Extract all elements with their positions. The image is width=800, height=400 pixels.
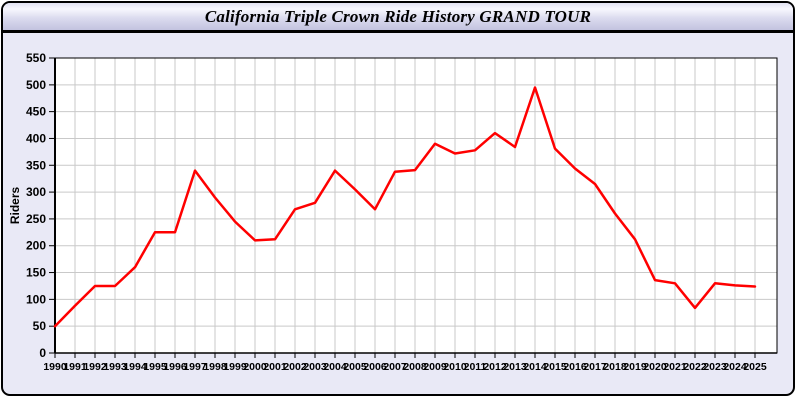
x-tick-label: 2018 <box>603 361 627 373</box>
tick-marks <box>49 57 756 358</box>
x-tick-label: 2019 <box>623 361 647 373</box>
x-tick-label: 2008 <box>403 361 427 373</box>
x-tick-label: 2009 <box>423 361 447 373</box>
x-tick-label: 2023 <box>703 361 727 373</box>
x-tick-label: 2000 <box>243 361 267 373</box>
x-tick-label: 1998 <box>203 361 227 373</box>
x-tick-label: 2007 <box>383 361 407 373</box>
x-tick-label: 2012 <box>483 361 507 373</box>
x-tick-label: 2025 <box>743 361 767 373</box>
x-tick-label: 1994 <box>123 361 147 373</box>
x-tick-label: 2022 <box>683 361 707 373</box>
y-tick-label: 100 <box>26 292 46 306</box>
x-tick-label: 2021 <box>663 361 687 373</box>
x-tick-label: 1995 <box>143 361 167 373</box>
y-tick-label: 200 <box>26 239 46 253</box>
x-tick-label: 2015 <box>543 361 567 373</box>
x-tick-label: 2004 <box>323 361 347 373</box>
ride-history-line <box>53 86 757 328</box>
x-tick-label: 1996 <box>163 361 187 373</box>
x-tick-label: 1993 <box>103 361 127 373</box>
title-bar: California Triple Crown Ride History GRA… <box>3 3 793 33</box>
plot-area <box>55 58 777 353</box>
x-tick-label: 1991 <box>63 361 87 373</box>
y-tick-label: 350 <box>26 158 46 172</box>
x-tick-label: 2010 <box>443 361 467 373</box>
x-tick-label: 2002 <box>283 361 307 373</box>
x-tick-label: 2013 <box>503 361 527 373</box>
y-tick-label: 150 <box>26 266 46 280</box>
y-tick-label: 550 <box>26 51 46 65</box>
y-tick-label: 0 <box>39 346 46 360</box>
x-axis-labels: 1990199119921993199419951996199719981999… <box>43 361 767 373</box>
y-tick-label: 500 <box>26 78 46 92</box>
y-tick-label: 250 <box>26 212 46 226</box>
x-tick-label: 2020 <box>643 361 667 373</box>
x-tick-label: 2011 <box>464 361 487 373</box>
x-tick-label: 2001 <box>263 361 287 373</box>
x-tick-label: 1990 <box>43 361 67 373</box>
gridlines <box>55 57 777 353</box>
y-axis-title: Riders <box>8 187 22 225</box>
x-tick-label: 2017 <box>583 361 607 373</box>
x-tick-label: 2016 <box>563 361 587 373</box>
x-tick-label: 1997 <box>183 361 207 373</box>
chart-panel: 0 50 100 150 200 250 300 350 400 450 500 550 1990 199… <box>3 33 793 394</box>
x-tick-label: 2024 <box>723 361 747 373</box>
page-title: California Triple Crown Ride History GRA… <box>204 6 592 26</box>
y-axis-labels: 0 50 100 150 200 250 300 350 400 450 500 550 <box>26 51 46 360</box>
x-tick-label: 1999 <box>223 361 247 373</box>
x-tick-label: 2005 <box>343 361 367 373</box>
x-tick-label: 2006 <box>363 361 387 373</box>
line-chart: 0501001502002503003504004505005501990199… <box>8 51 778 373</box>
y-tick-label: 50 <box>33 319 47 333</box>
y-tick-label: 400 <box>26 131 46 145</box>
y-tick-label: 450 <box>26 105 46 119</box>
x-tick-label: 2014 <box>523 361 547 373</box>
x-tick-label: 1992 <box>83 361 107 373</box>
x-tick-label: 2003 <box>303 361 327 373</box>
y-tick-label: 300 <box>26 185 46 199</box>
